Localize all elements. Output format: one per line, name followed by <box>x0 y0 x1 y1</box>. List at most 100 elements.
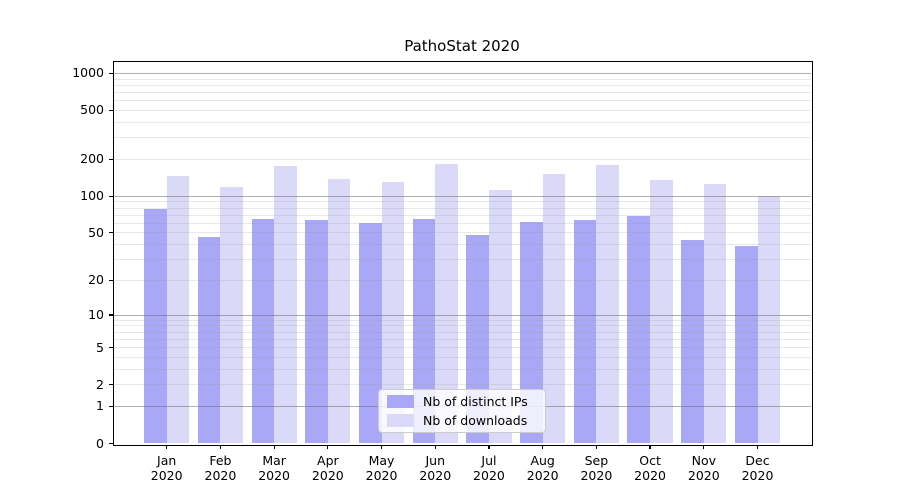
x-tick-label-month: Nov <box>691 452 716 468</box>
plot-area <box>113 61 811 444</box>
minor-gridline <box>113 319 811 321</box>
bar-downloads-jun <box>435 164 458 444</box>
bar-distinct-ips-dec <box>734 245 758 444</box>
minor-gridline <box>113 331 811 333</box>
x-tick-label: Jan 2020 <box>139 453 195 483</box>
x-tick-label-month: Feb <box>209 452 232 468</box>
bar-downloads-jul <box>488 190 512 444</box>
bar-distinct-ips-sep <box>573 219 597 444</box>
x-tick-label-year: 2020 <box>741 467 774 483</box>
minor-gridline <box>113 368 811 370</box>
x-tick-label-year: 2020 <box>204 467 237 483</box>
y-tick-mark <box>109 346 114 349</box>
x-tick-mark <box>595 444 597 449</box>
y-tick-label: 2 <box>96 376 104 392</box>
legend-swatch-downloads <box>387 414 414 427</box>
legend-label-distinct-ips: Nb of distinct IPs <box>423 394 528 409</box>
x-tick-mark <box>542 444 544 449</box>
bar-distinct-ips-aug <box>520 221 543 444</box>
x-tick-label-year: 2020 <box>419 467 452 483</box>
minor-gridline <box>113 244 811 246</box>
x-tick-label: Oct 2020 <box>622 453 678 483</box>
x-tick-mark <box>434 444 436 449</box>
legend-swatch-distinct-ips <box>387 395 414 408</box>
x-tick-mark <box>327 444 329 449</box>
x-tick-label-year: 2020 <box>580 467 613 483</box>
minor-gridline <box>113 232 811 234</box>
x-tick-label-year: 2020 <box>311 467 344 483</box>
minor-gridline <box>113 201 811 203</box>
minor-gridline <box>113 121 811 123</box>
y-tick-mark <box>109 405 114 407</box>
x-tick-label: Jun 2020 <box>407 453 463 483</box>
bar-downloads-apr <box>327 179 351 444</box>
bar-downloads-may <box>381 181 405 444</box>
y-tick-mark <box>109 195 114 197</box>
minor-gridline <box>113 214 811 216</box>
x-tick-mark <box>488 444 490 449</box>
minor-gridline <box>113 384 811 386</box>
minor-gridline <box>113 347 811 348</box>
minor-gridline <box>113 207 811 209</box>
x-tick-label: May 2020 <box>354 453 410 483</box>
x-tick-mark <box>273 444 275 449</box>
major-gridline <box>113 314 811 316</box>
x-tick-label-month: Sep <box>584 452 609 468</box>
bar-downloads-nov <box>703 183 727 444</box>
legend-item-distinct-ips: Nb of distinct IPs <box>379 392 545 411</box>
bar-distinct-ips-nov <box>681 239 704 444</box>
minor-gridline <box>113 78 811 80</box>
x-tick-label-month: Oct <box>639 452 661 468</box>
x-tick-label-month: Jan <box>157 452 177 468</box>
x-tick-label-month: Jul <box>481 452 497 468</box>
x-tick-label-year: 2020 <box>258 467 291 483</box>
x-tick-label-year: 2020 <box>634 467 666 483</box>
y-tick-label: 10 <box>88 307 104 323</box>
y-tick-label: 50 <box>88 224 104 240</box>
minor-gridline <box>113 279 811 281</box>
minor-gridline <box>113 84 811 86</box>
y-tick-label: 100 <box>80 188 104 204</box>
x-tick-label-month: Aug <box>530 452 555 468</box>
bar-distinct-ips-oct <box>627 215 651 444</box>
x-tick-mark <box>219 444 221 449</box>
x-tick-label-year: 2020 <box>526 467 559 483</box>
bar-downloads-sep <box>596 164 619 444</box>
x-tick-label-year: 2020 <box>365 467 398 483</box>
x-tick-label: Dec 2020 <box>730 453 786 483</box>
minor-gridline <box>113 325 811 327</box>
minor-gridline <box>113 222 811 224</box>
minor-gridline <box>113 100 811 102</box>
bar-downloads-mar <box>274 165 297 444</box>
y-tick-label: 500 <box>80 102 104 118</box>
minor-gridline <box>113 109 811 111</box>
y-tick-label: 0 <box>96 435 104 451</box>
x-tick-mark <box>756 444 759 449</box>
x-tick-label-year: 2020 <box>687 467 720 483</box>
x-tick-label: Apr 2020 <box>300 453 356 483</box>
legend: Nb of distinct IPs Nb of downloads <box>378 389 546 433</box>
bar-distinct-ips-jan <box>144 209 167 444</box>
x-tick-mark <box>703 444 705 449</box>
y-tick-label: 20 <box>88 272 104 288</box>
x-tick-mark <box>649 444 651 449</box>
x-tick-label-year: 2020 <box>473 467 505 483</box>
minor-gridline <box>113 91 811 93</box>
x-tick-mark <box>380 444 383 449</box>
x-tick-label-month: Dec <box>745 452 770 468</box>
x-tick-label: Aug 2020 <box>515 453 571 483</box>
bar-downloads-dec <box>757 195 781 444</box>
x-tick-label-year: 2020 <box>150 467 183 483</box>
y-tick-mark <box>109 279 114 281</box>
legend-label-downloads: Nb of downloads <box>423 413 528 428</box>
x-tick-label: Jul 2020 <box>461 453 517 483</box>
y-tick-mark <box>109 72 114 74</box>
x-tick-label-month: Apr <box>317 452 339 468</box>
y-tick-mark <box>109 314 114 316</box>
x-tick-label: Mar 2020 <box>246 453 302 483</box>
y-tick-label: 200 <box>80 151 104 167</box>
x-tick-label: Feb 2020 <box>192 453 248 483</box>
bar-distinct-ips-mar <box>251 219 275 444</box>
x-tick-mark <box>166 444 168 449</box>
